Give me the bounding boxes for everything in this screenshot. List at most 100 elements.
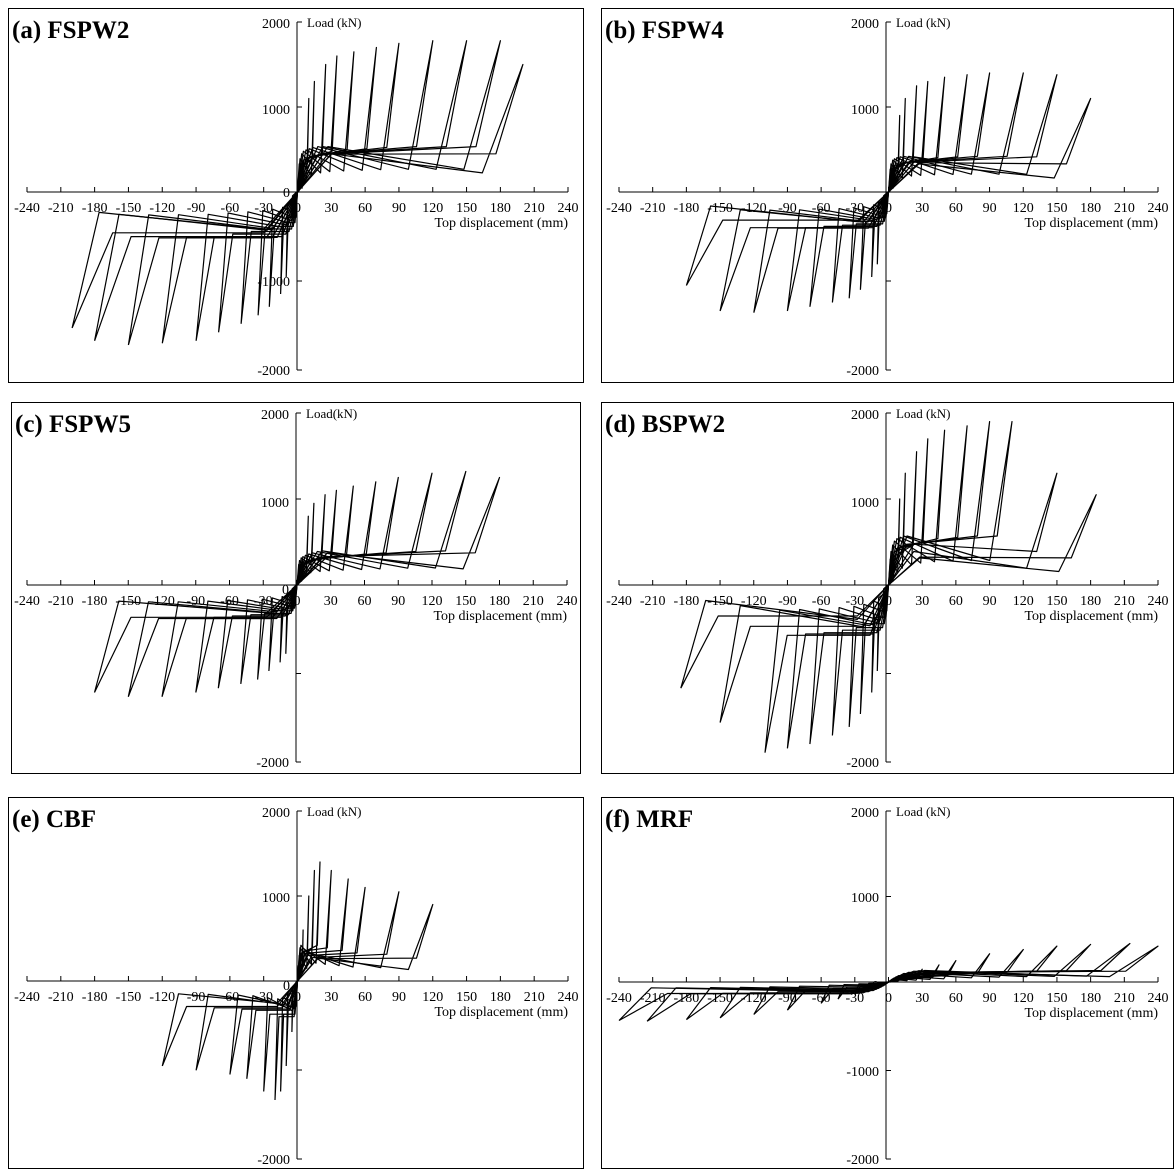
panel-frame	[8, 8, 584, 383]
x-axis-label: Top displacement (mm)	[1024, 216, 1158, 231]
x-tick-label: -150	[116, 990, 142, 1005]
hysteresis-loop	[831, 76, 946, 303]
y-tick-label: 2000	[262, 806, 290, 821]
panel-cbf: (e) CBF-240-210-180-150-120-90-60-300306…	[8, 797, 584, 1169]
x-tick-label: -210	[640, 991, 666, 1006]
chart-title: (a) FSPW2	[12, 17, 129, 44]
x-tick-label: -150	[116, 201, 142, 216]
y-axis-label: Load (kN)	[307, 15, 362, 30]
x-tick-label: 150	[455, 594, 476, 609]
x-tick-label: -240	[14, 594, 40, 609]
chart-svg: (c) FSPW5-240 -210 -180 -150 -120 -90 -60 -30 0 3…	[14, 406, 578, 771]
x-tick-label: 60	[949, 991, 963, 1006]
x-tick-label: 150	[1046, 594, 1067, 609]
hysteresis-loop	[93, 476, 501, 693]
x-tick-label: 210	[524, 201, 545, 216]
hysteresis-loop	[680, 494, 1097, 689]
x-tick-label: 90	[983, 594, 997, 609]
y-tick-label: 1000	[851, 891, 879, 906]
y-tick-label: 1000	[851, 103, 879, 118]
hysteresis-loop	[263, 869, 332, 1092]
x-tick-label: 240	[558, 990, 579, 1005]
hysteresis-loop	[229, 886, 366, 1075]
hysteresis-loop	[246, 878, 349, 1079]
x-tick-label: 60	[949, 594, 963, 609]
x-tick-label: -150	[707, 201, 733, 216]
x-tick-label: 240	[557, 594, 578, 609]
x-tick-label: 90	[983, 201, 997, 216]
hysteresis-loop	[753, 72, 1024, 313]
x-tick-label: -240	[606, 594, 632, 609]
x-tick-label: 210	[523, 594, 544, 609]
chart-title: (f) MRF	[605, 806, 693, 833]
hysteresis-loop	[274, 861, 321, 1101]
x-tick-label: -210	[640, 594, 666, 609]
x-tick-label: -180	[82, 594, 108, 609]
chart-svg: (d) BSPW2-240 -210 -180 -150 -120 -90 -60 -30 0 3…	[605, 406, 1169, 771]
hysteresis-loop	[786, 72, 991, 312]
x-tick-label: 60	[358, 201, 372, 216]
panel-fspw2: (a) FSPW2-240-210-180-150-120-90-60-3003…	[8, 8, 584, 383]
x-tick-label: -150	[707, 991, 733, 1006]
x-tick-label: -30	[845, 991, 864, 1006]
y-tick-label: 1000	[851, 496, 879, 511]
y-tick-label: 2000	[851, 806, 879, 821]
x-tick-label: -120	[149, 594, 175, 609]
x-tick-label: 0	[294, 594, 301, 609]
chart-svg: (a) FSPW2-240-210-180-150-120-90-60-3003…	[12, 15, 579, 379]
x-tick-label: 120	[1013, 201, 1034, 216]
hysteresis-loop	[685, 97, 1092, 286]
y-tick-label: 0	[283, 979, 290, 994]
panel-fspw5: (c) FSPW5 -240 -210 -180 -150 -120 -90 -60 -30 0 3…	[11, 402, 581, 774]
x-tick-label: 150	[1046, 991, 1067, 1006]
x-tick-label: 240	[1148, 991, 1169, 1006]
x-tick-label: 240	[558, 201, 579, 216]
y-tick-label: -1000	[846, 1065, 879, 1080]
x-tick-label: -210	[48, 990, 74, 1005]
x-tick-label: -240	[14, 201, 40, 216]
x-tick-label: 240	[1148, 594, 1169, 609]
x-tick-label: 180	[490, 990, 511, 1005]
x-tick-label: -240	[14, 990, 40, 1005]
hysteresis-loop	[127, 470, 467, 698]
y-tick-label: 0	[282, 583, 289, 598]
hysteresis-loop	[195, 891, 400, 1071]
x-tick-label: -60	[812, 594, 831, 609]
x-tick-label: 180	[1080, 201, 1101, 216]
x-tick-label: 60	[358, 594, 372, 609]
panel-frame	[11, 402, 581, 774]
y-tick-label: 2000	[851, 17, 879, 32]
chart-title: (d) BSPW2	[605, 411, 725, 438]
chart-svg: (f) MRF-240 -210 -180 -150 -120 -90 -60 -30 0 30 6…	[605, 804, 1169, 1168]
x-tick-label: 180	[490, 201, 511, 216]
x-tick-label: 30	[915, 201, 929, 216]
x-tick-label: -120	[149, 201, 175, 216]
x-tick-label: -150	[707, 594, 733, 609]
x-tick-label: -60	[220, 594, 239, 609]
y-axis-label: Load(kN)	[306, 406, 357, 421]
chart-title: (c) FSPW5	[15, 411, 131, 438]
y-tick-label: -2000	[846, 364, 879, 379]
panel-fspw4: (b) FSPW4 -240 -210 -180 -150 -120 -90 -60 -30 0 3…	[601, 8, 1174, 383]
x-axis-label: Top displacement (mm)	[1024, 1006, 1158, 1021]
x-tick-label: -90	[187, 201, 206, 216]
y-axis-label: Load (kN)	[896, 406, 951, 421]
x-tick-label: 30	[324, 201, 338, 216]
y-tick-label: -2000	[846, 756, 879, 771]
x-tick-label: -210	[48, 594, 74, 609]
x-tick-label: -210	[640, 201, 666, 216]
y-tick-label: 1000	[262, 891, 290, 906]
x-tick-label: 60	[358, 990, 372, 1005]
chart-title: (b) FSPW4	[605, 17, 724, 44]
panel-bspw2: (d) BSPW2 -240 -210 -180 -150 -120 -90 -60 -30 0 3…	[601, 402, 1174, 774]
x-axis-label: Top displacement (mm)	[434, 216, 568, 231]
chart-svg: (e) CBF-240-210-180-150-120-90-60-300306…	[12, 804, 579, 1168]
x-tick-label: 30	[324, 594, 338, 609]
x-tick-label: 90	[392, 201, 406, 216]
x-tick-label: 180	[489, 594, 510, 609]
x-tick-label: -180	[674, 594, 700, 609]
x-tick-label: 90	[391, 594, 405, 609]
x-tick-label: -180	[82, 201, 108, 216]
x-tick-label: 120	[422, 594, 443, 609]
hysteresis-loop	[161, 903, 434, 1067]
